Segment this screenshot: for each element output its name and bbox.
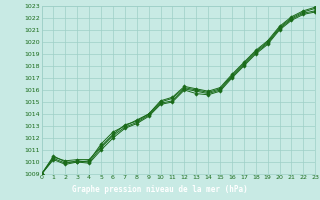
Text: Graphe pression niveau de la mer (hPa): Graphe pression niveau de la mer (hPa) xyxy=(72,186,248,194)
